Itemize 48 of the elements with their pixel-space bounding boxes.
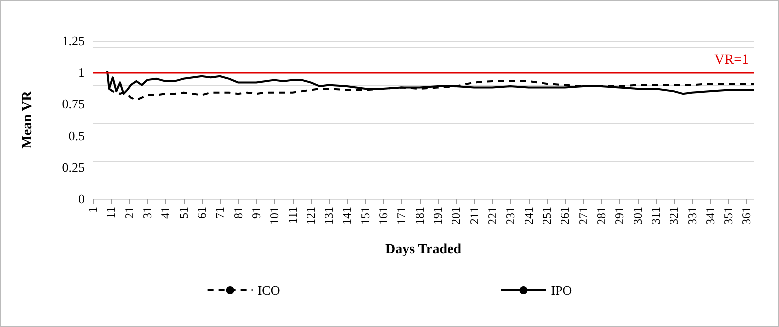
x-tick-label: 341 [703, 207, 718, 225]
x-tick-label: 1 [86, 207, 100, 213]
y-tick-label: 0.5 [68, 128, 85, 144]
y-tick-label: 0.75 [62, 96, 85, 112]
x-tick-label: 281 [594, 207, 608, 225]
x-tick-label: 91 [249, 207, 264, 219]
x-tick-label: 321 [667, 207, 682, 225]
y-tick-label: 0 [78, 192, 85, 206]
x-tick-label: 301 [630, 207, 645, 225]
x-tick-label: 31 [140, 207, 154, 219]
x-axis-title: Days Traded [385, 242, 462, 258]
x-tick-label: 311 [648, 207, 663, 225]
ref-line-label: VR=1 [714, 53, 749, 68]
x-tick-label: 201 [449, 207, 464, 225]
x-tick-label: 361 [740, 207, 754, 225]
x-tick-label: 11 [104, 207, 118, 219]
x-tick-label: 331 [685, 207, 700, 225]
x-tick-label: 121 [304, 207, 318, 225]
x-tick-label: 51 [176, 207, 191, 219]
y-tick-label: 1.25 [62, 34, 85, 48]
x-tick-label: 211 [467, 207, 482, 225]
y-tick-label: 1 [78, 65, 85, 80]
x-tick-label: 241 [522, 207, 536, 225]
legend-label: ICO [258, 283, 280, 298]
x-tick-label: 141 [340, 207, 354, 225]
legend-label: IPO [551, 283, 572, 298]
x-tick-label: 251 [540, 207, 554, 225]
y-axis-title: Mean VR [20, 90, 36, 149]
x-tick-label: 161 [376, 207, 391, 225]
x-tick-label: 71 [213, 207, 228, 219]
x-tick-label: 101 [268, 207, 282, 225]
x-tick-label: 131 [322, 207, 336, 225]
x-tick-label: 191 [431, 207, 446, 225]
x-tick-label: 231 [504, 207, 518, 225]
y-tick-label: 0.25 [62, 160, 85, 175]
x-tick-label: 351 [722, 207, 736, 225]
x-tick-label: 171 [394, 207, 409, 225]
x-tick-label: 41 [158, 207, 173, 219]
x-tick-label: 221 [486, 207, 500, 225]
x-tick-label: 81 [231, 207, 246, 219]
x-tick-label: 261 [558, 207, 572, 225]
x-tick-label: 271 [576, 207, 590, 225]
x-tick-label: 181 [412, 207, 427, 225]
x-tick-label: 111 [286, 207, 300, 224]
x-tick-label: 61 [194, 207, 209, 219]
x-tick-label: 21 [122, 207, 136, 219]
x-tick-label: 291 [612, 207, 627, 225]
x-tick-label: 151 [358, 207, 372, 225]
